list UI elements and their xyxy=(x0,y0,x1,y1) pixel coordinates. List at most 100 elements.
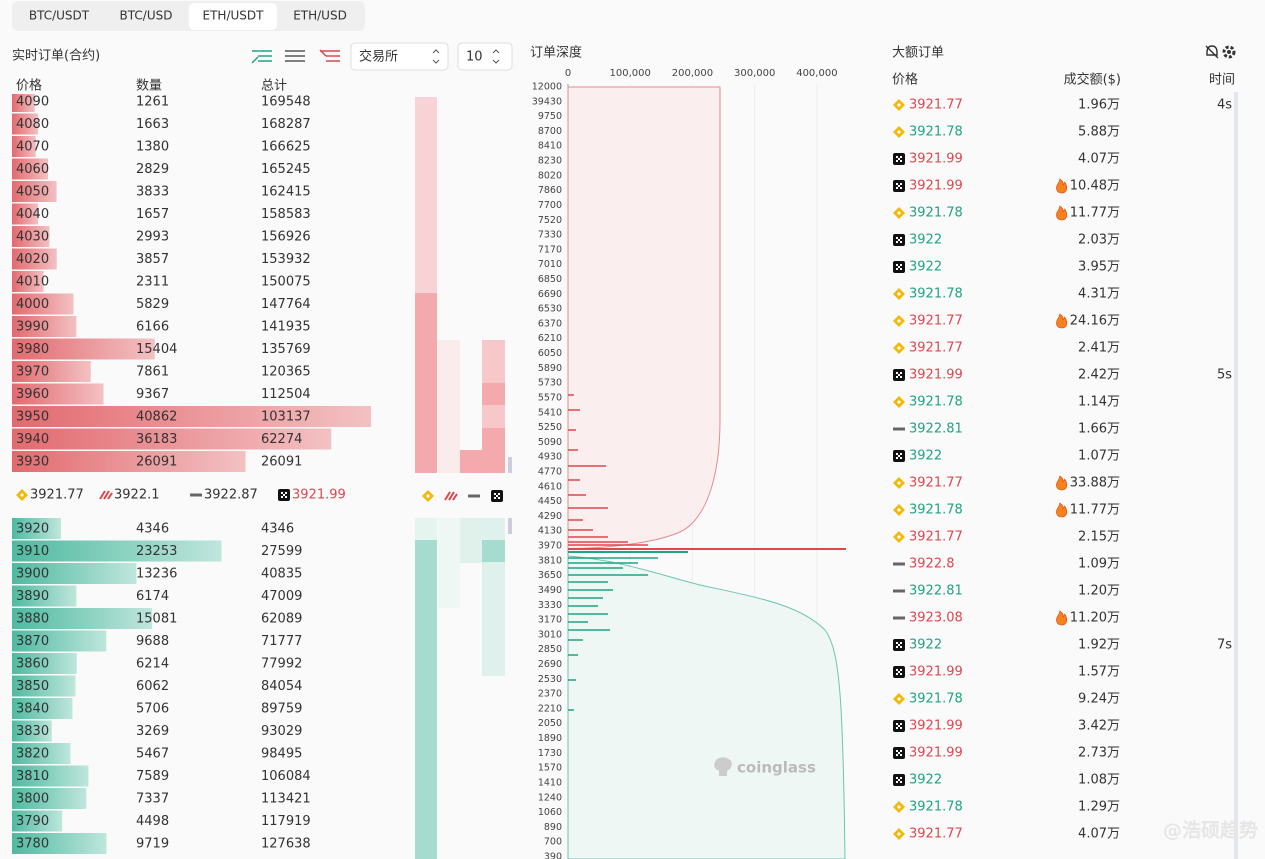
bybit-icon xyxy=(468,494,480,498)
quantity-bar xyxy=(12,113,39,135)
quantity: 6166 xyxy=(136,320,169,335)
order-amount: 11.20万 xyxy=(1070,611,1120,626)
price-label: 5570 xyxy=(538,392,562,403)
okx-icon-inner xyxy=(896,777,902,783)
binance-icon-inner xyxy=(897,292,901,296)
price: 4080 xyxy=(16,117,49,132)
order-amount: 1.20万 xyxy=(1078,584,1120,599)
quantity: 7589 xyxy=(136,769,169,784)
order-amount: 1.92万 xyxy=(1078,638,1120,653)
total: 117919 xyxy=(261,814,311,829)
alert-icons[interactable] xyxy=(1205,45,1236,59)
price: 4030 xyxy=(16,230,49,245)
order-amount: 1.57万 xyxy=(1078,665,1120,680)
price-label: 6050 xyxy=(538,348,562,359)
okx-icon-inner xyxy=(896,156,902,162)
price: 4020 xyxy=(16,252,49,267)
price: 3940 xyxy=(16,432,49,447)
price-label: 2530 xyxy=(538,674,562,685)
total: 47009 xyxy=(261,589,302,604)
quantity-bar xyxy=(12,293,74,315)
price-label: 7860 xyxy=(538,185,562,196)
order-price: 3921.77 xyxy=(909,827,963,842)
order-price: 3921.99 xyxy=(909,368,963,383)
quantity: 40862 xyxy=(136,410,177,425)
view-icons[interactable] xyxy=(251,49,340,64)
hot-icon xyxy=(1056,205,1068,221)
mid-price: 3922.1 xyxy=(114,488,160,503)
total: 77992 xyxy=(261,657,302,672)
hot-icon xyxy=(1056,610,1068,626)
tab[interactable]: ETH/USDT xyxy=(203,9,265,23)
hot-icon xyxy=(1056,178,1068,194)
order-amount: 1.09万 xyxy=(1078,557,1120,572)
order-amount: 1.29万 xyxy=(1078,800,1120,815)
quantity-bar xyxy=(12,94,35,112)
price-label: 4290 xyxy=(538,511,562,522)
binance-icon-inner xyxy=(897,319,901,323)
price-label: 6210 xyxy=(538,333,562,344)
x-tick-label: 100,000 xyxy=(610,68,651,79)
order-amount: 33.88万 xyxy=(1070,476,1120,491)
price: 4010 xyxy=(16,275,49,290)
bitmex-icon xyxy=(99,490,113,500)
coinglass-logo xyxy=(714,757,732,776)
order-price: 3921.99 xyxy=(909,179,963,194)
price: 3810 xyxy=(16,769,49,784)
price: 3830 xyxy=(16,724,49,739)
price-label: 6850 xyxy=(538,274,562,285)
price-label: 1570 xyxy=(538,763,562,774)
exchange-select[interactable] xyxy=(350,42,449,71)
okx-icon-inner xyxy=(896,453,902,459)
total: 135769 xyxy=(261,342,311,357)
quantity: 5706 xyxy=(136,702,169,717)
order-price: 3922 xyxy=(909,773,942,788)
tab[interactable]: ETH/USD xyxy=(293,9,347,23)
total: 150075 xyxy=(261,275,311,290)
bitmex-icon xyxy=(444,491,458,501)
depth-select[interactable] xyxy=(457,42,513,71)
quantity: 2829 xyxy=(136,162,169,177)
total: 112504 xyxy=(261,387,311,402)
order-amount: 24.16万 xyxy=(1070,314,1120,329)
quantity-bar xyxy=(12,833,107,854)
tab[interactable]: BTC/USD xyxy=(120,9,173,23)
bybit-icon xyxy=(893,616,905,620)
total: 106084 xyxy=(261,769,311,784)
quantity: 15404 xyxy=(136,342,177,357)
order-amount: 4.07万 xyxy=(1078,827,1120,842)
price-label: 3330 xyxy=(538,600,562,611)
price-label: 7520 xyxy=(538,215,562,226)
price-label: 8230 xyxy=(538,156,562,167)
binance-icon-inner xyxy=(897,400,901,404)
order-amount: 1.14万 xyxy=(1078,395,1120,410)
order-price: 3922 xyxy=(909,449,942,464)
quantity-bar xyxy=(12,338,155,360)
price-label: 2050 xyxy=(538,718,562,729)
price: 4000 xyxy=(16,297,49,312)
price-label: 8700 xyxy=(538,126,562,137)
okx-icon-inner xyxy=(896,669,902,675)
total: 147764 xyxy=(261,297,311,312)
price: 4040 xyxy=(16,207,49,222)
bybit-icon xyxy=(893,589,905,593)
quantity: 6062 xyxy=(136,679,169,694)
order-price: 3921.77 xyxy=(909,341,963,356)
price: 4050 xyxy=(16,185,49,200)
order-amount: 2.73万 xyxy=(1078,746,1120,761)
order-price: 3921.78 xyxy=(909,287,963,302)
price-label: 3970 xyxy=(538,541,562,552)
price: 3900 xyxy=(16,567,49,582)
order-amount: 1.08万 xyxy=(1078,773,1120,788)
order-price: 3921.78 xyxy=(909,800,963,815)
order-price: 3921.77 xyxy=(909,314,963,329)
price-label: 4130 xyxy=(538,526,562,537)
tab[interactable]: BTC/USDT xyxy=(29,9,90,23)
quantity: 5829 xyxy=(136,297,169,312)
price-label: 5730 xyxy=(538,378,562,389)
price: 3930 xyxy=(16,455,49,470)
quantity-bar xyxy=(12,158,49,180)
order-price: 3922 xyxy=(909,233,942,248)
total: 4346 xyxy=(261,522,294,537)
